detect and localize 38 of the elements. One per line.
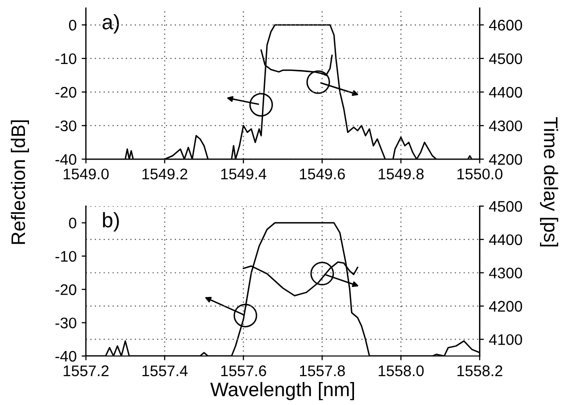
x-tick-label: 1557.6	[221, 365, 266, 376]
y-tick-label: 0	[68, 218, 76, 228]
y-tick-label: -40	[55, 154, 76, 165]
y2-tick-label: 4600	[489, 20, 522, 31]
annotation: a)	[102, 14, 119, 34]
x-tick-label: 1558.0	[378, 365, 424, 376]
y2-tick-label: 4500	[489, 201, 522, 212]
y-tick-label: -10	[55, 53, 76, 64]
y2-tick-label: 4400	[489, 86, 522, 98]
x-tick-label: 1558.2	[457, 365, 502, 376]
y-tick-label: -40	[55, 350, 76, 362]
x-tick-label: 1550.0	[457, 168, 502, 180]
y2-tick-label: 4100	[489, 334, 522, 346]
x-tick-label: 1557.8	[300, 365, 345, 376]
y2-axis-title: Time delay [ps]	[540, 117, 558, 246]
x-tick-label: 1549.2	[142, 168, 188, 180]
x-tick-label: 1549.8	[378, 168, 424, 180]
y-tick-label: 0	[68, 20, 76, 31]
x-tick-label: 1549.0	[64, 168, 109, 180]
y2-tick-label: 4200	[489, 154, 522, 165]
y-tick-label: -20	[55, 284, 76, 296]
y-tick-label: -30	[55, 318, 76, 328]
y-tick-label: -20	[55, 86, 76, 98]
y2-tick-label: 4300	[489, 120, 522, 132]
x-tick-label: 1549.6	[300, 168, 345, 180]
y2-tick-label: 4500	[489, 53, 522, 64]
y-axis-title: Reflection [dB]	[10, 120, 29, 244]
y2-tick-label: 4300	[489, 268, 522, 278]
x-tick-label: 1549.4	[221, 168, 266, 180]
y2-tick-label: 4200	[489, 300, 522, 312]
x-tick-label: 1557.2	[64, 365, 109, 376]
line-series	[242, 261, 358, 296]
x-axis-title: Wavelength [nm]	[210, 382, 354, 400]
y2-tick-label: 4400	[489, 234, 522, 246]
annotation: b)	[103, 212, 119, 232]
y-tick-label: -10	[55, 250, 76, 262]
y-tick-label: -30	[55, 120, 76, 132]
x-tick-label: 1557.4	[142, 366, 188, 376]
